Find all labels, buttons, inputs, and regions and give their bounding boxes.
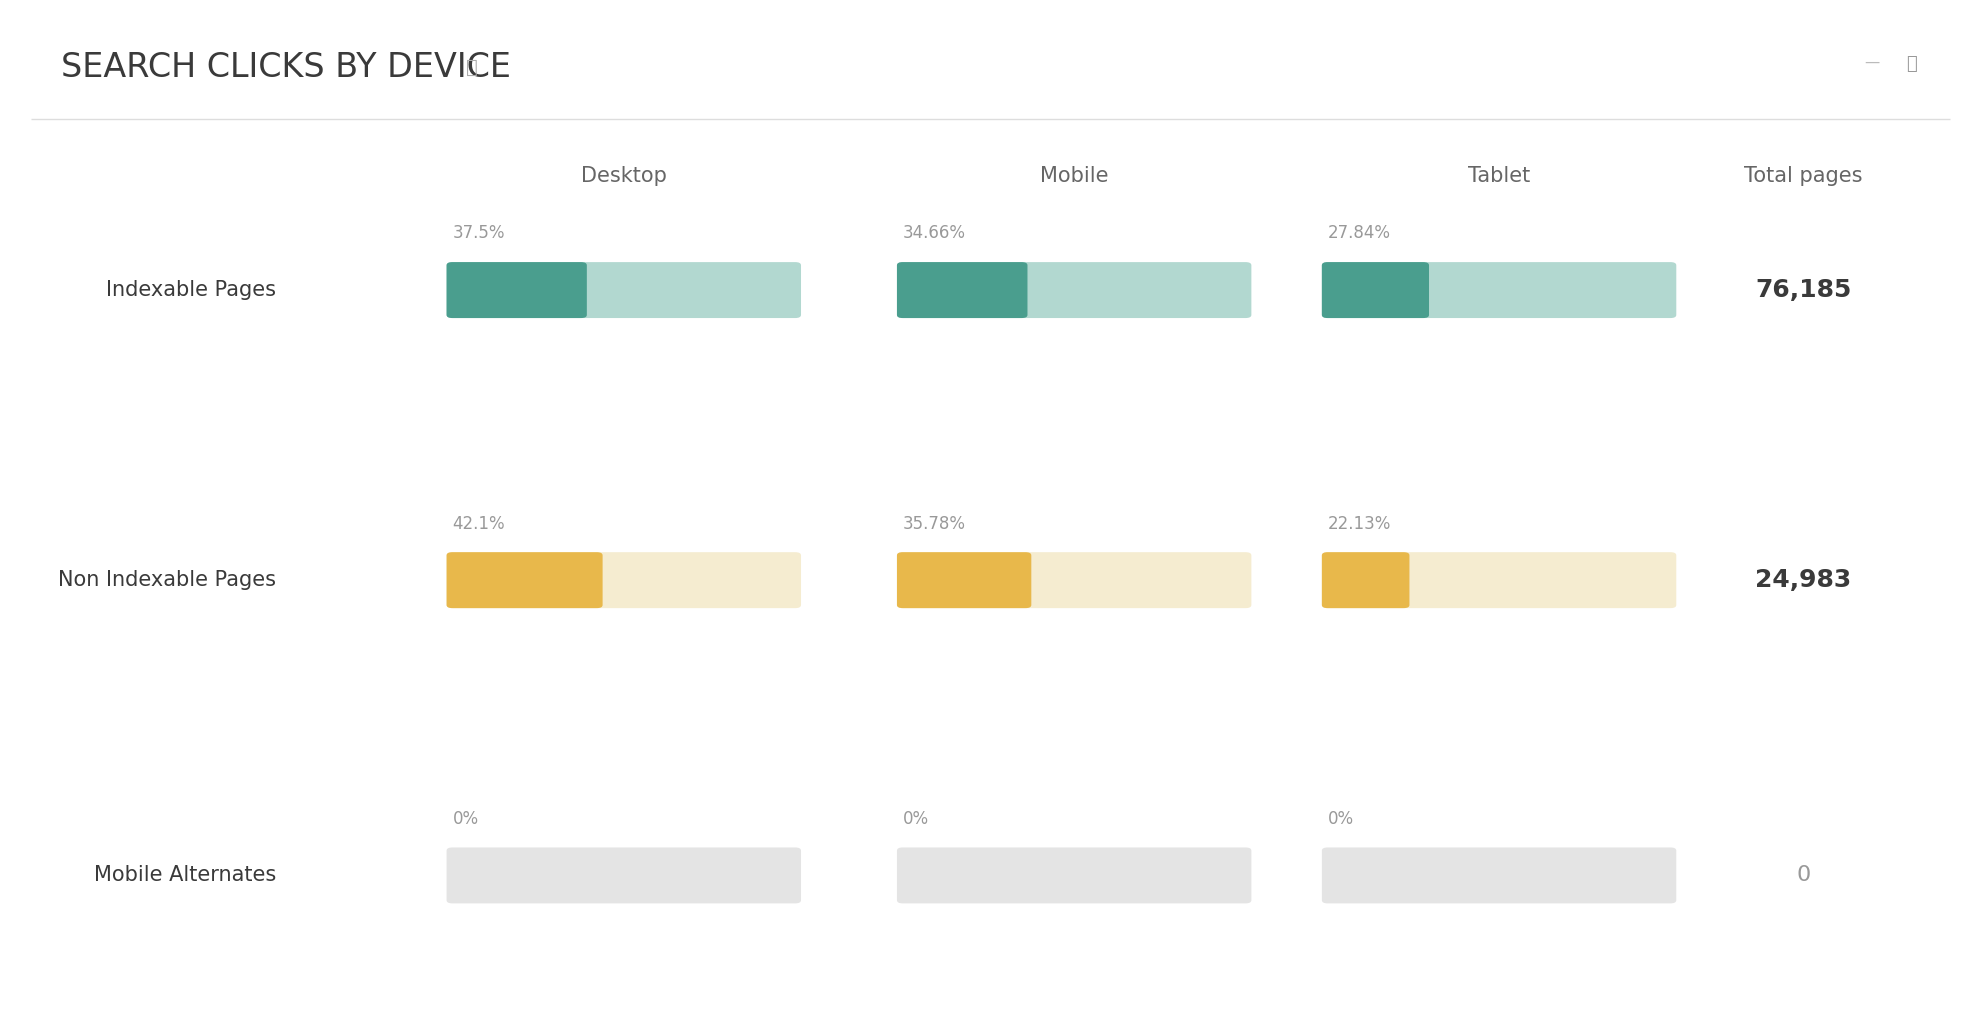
FancyBboxPatch shape (447, 552, 603, 608)
FancyBboxPatch shape (896, 552, 1032, 608)
FancyBboxPatch shape (447, 262, 802, 318)
FancyBboxPatch shape (447, 847, 802, 903)
Text: 76,185: 76,185 (1755, 278, 1852, 303)
Text: 22.13%: 22.13% (1328, 515, 1391, 533)
FancyBboxPatch shape (1322, 552, 1409, 608)
Text: 0%: 0% (453, 810, 479, 828)
FancyBboxPatch shape (1322, 552, 1676, 608)
Text: Tablet: Tablet (1468, 166, 1531, 186)
FancyBboxPatch shape (1322, 262, 1428, 318)
Text: 0: 0 (1797, 865, 1810, 886)
Text: Indexable Pages: Indexable Pages (106, 280, 276, 300)
Text: 24,983: 24,983 (1755, 568, 1852, 593)
FancyBboxPatch shape (896, 847, 1251, 903)
Text: 42.1%: 42.1% (453, 515, 504, 533)
Text: 0%: 0% (1328, 810, 1353, 828)
Text: 37.5%: 37.5% (453, 225, 504, 242)
Text: Mobile Alternates: Mobile Alternates (95, 865, 276, 886)
Text: Desktop: Desktop (581, 166, 666, 186)
Text: SEARCH CLICKS BY DEVICE: SEARCH CLICKS BY DEVICE (61, 51, 510, 84)
Text: Mobile: Mobile (1040, 166, 1109, 186)
Text: —: — (1864, 55, 1879, 69)
FancyBboxPatch shape (447, 262, 587, 318)
FancyBboxPatch shape (447, 552, 802, 608)
FancyBboxPatch shape (1322, 262, 1676, 318)
FancyBboxPatch shape (896, 262, 1251, 318)
Text: 34.66%: 34.66% (902, 225, 965, 242)
Text: 35.78%: 35.78% (902, 515, 965, 533)
Text: Non Indexable Pages: Non Indexable Pages (59, 570, 276, 591)
Text: Total pages: Total pages (1743, 166, 1864, 186)
Text: 27.84%: 27.84% (1328, 225, 1391, 242)
Text: ⓘ: ⓘ (467, 58, 479, 77)
Text: ⛶: ⛶ (1905, 55, 1917, 74)
FancyBboxPatch shape (896, 552, 1251, 608)
FancyBboxPatch shape (1322, 847, 1676, 903)
FancyBboxPatch shape (896, 262, 1028, 318)
Text: 0%: 0% (902, 810, 930, 828)
